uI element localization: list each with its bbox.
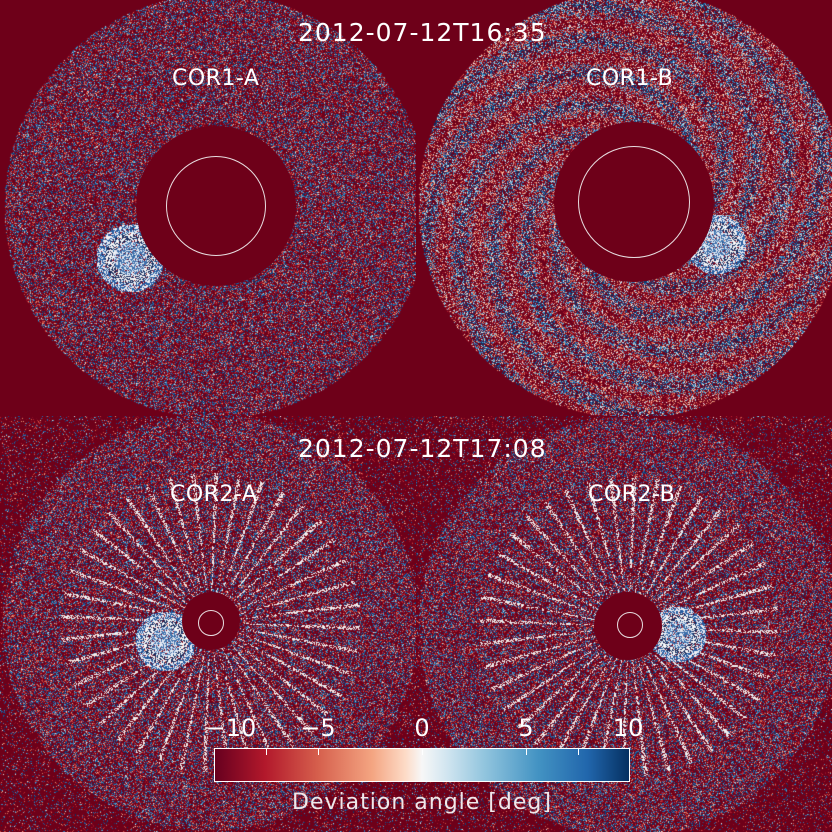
colorbar-tick-label: −5 — [300, 714, 336, 742]
colorbar-tick-label: 0 — [414, 714, 430, 742]
solar-limb-circle — [198, 610, 224, 636]
panel-cor1-b: COR1-B — [416, 0, 832, 416]
panel-label-cor1-b: COR1-B — [586, 66, 674, 91]
timestamp-bottom: 2012-07-12T17:08 — [298, 434, 547, 463]
colorbar-tick — [266, 748, 267, 755]
colorbar-title: Deviation angle [deg] — [292, 790, 552, 815]
colorbar-tick — [578, 748, 579, 755]
panel-cor1-a: COR1-A — [0, 0, 416, 416]
colorbar — [214, 748, 630, 782]
panel-label-cor2-b: COR2-B — [588, 482, 676, 507]
solar-limb-circle — [617, 612, 643, 638]
colorbar-tick — [318, 748, 319, 755]
timestamp-top: 2012-07-12T16:35 — [298, 18, 547, 47]
colorbar-tick-label: 5 — [518, 714, 534, 742]
solar-limb-circle — [166, 156, 266, 256]
colorbar-tick — [526, 748, 527, 755]
colorbar-tick-label: −10 — [205, 714, 257, 742]
colorbar-tick-label: 10 — [612, 714, 644, 742]
solar-limb-circle — [578, 146, 690, 258]
panel-label-cor2-a: COR2-A — [170, 482, 258, 507]
colorbar-tick — [422, 748, 423, 755]
panel-label-cor1-a: COR1-A — [172, 66, 260, 91]
